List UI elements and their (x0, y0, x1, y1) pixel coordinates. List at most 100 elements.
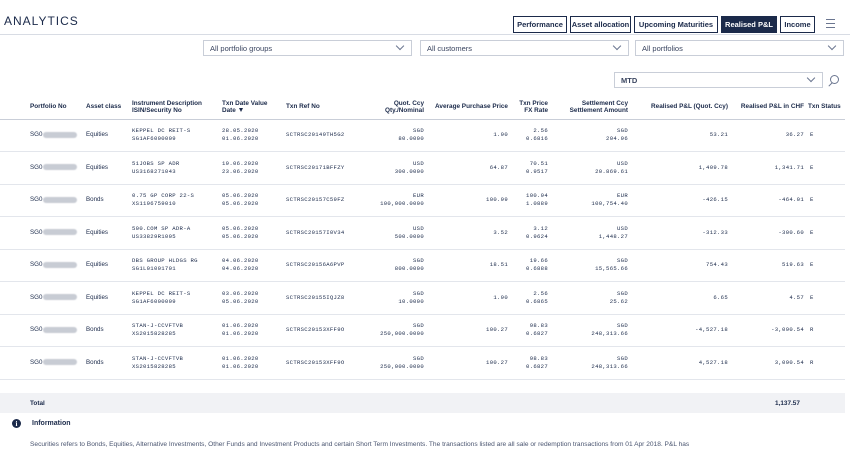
asset-class-cell: Equities (84, 249, 130, 282)
fx-rate: 0.6827 (526, 362, 548, 370)
col-instrument[interactable]: Instrument Description ISIN/Security No (130, 95, 220, 120)
sort-desc-icon[interactable] (238, 108, 243, 113)
analytics-tabs: Performance Asset allocation Upcoming Ma… (513, 16, 815, 33)
col-txn-status[interactable]: Txn Status (806, 95, 845, 120)
pl-chf-cell: 3,090.54 (730, 346, 806, 380)
txn-price: 98.83 (529, 354, 548, 362)
txn-price: 2.56 (533, 127, 548, 135)
portfolios-select[interactable]: All portfolios (635, 40, 844, 56)
settlement-ccy: USD (617, 159, 628, 167)
portfolio-no-cell: SG0 (0, 119, 84, 152)
txn-date: 05.06.2020 (222, 192, 259, 200)
col-settlement[interactable]: Settlement Ccy Settlement Amount (550, 95, 630, 120)
value-date: 05.06.2020 (222, 232, 259, 240)
portfolio-groups-select[interactable]: All portfolio groups (203, 40, 412, 56)
col-portfolio-no[interactable]: Portfolio No (0, 95, 84, 120)
settlement-ccy: SGD (617, 127, 628, 135)
table-row[interactable]: SG0 Bonds STAN-J-CCVFTVB XS2015828285 01.06.… (0, 346, 845, 380)
table-row[interactable]: SG0 Equities 500.COM SP ADR-A US33829R1005 0… (0, 216, 845, 250)
pl-chf-cell: 4.57 (730, 281, 806, 315)
masked-portfolio (43, 294, 78, 301)
col-pl-chf[interactable]: Realised P&L in CHF (730, 95, 806, 120)
value-date: 01.06.2020 (222, 135, 259, 143)
portfolio-no: SG0 (30, 228, 43, 236)
table-row[interactable]: SG0 Equities KEPPEL DC REIT-S SG1AF6000009 2… (0, 119, 845, 152)
portfolio-no: SG0 (30, 131, 43, 139)
pl-quot-cell: -312.33 (630, 216, 730, 250)
hamburger-menu-icon[interactable] (826, 19, 835, 28)
instrument-cell: KEPPEL DC REIT-S SG1AF6000009 (130, 281, 220, 315)
quot-ccy-cell: SGD 10.0000 (368, 281, 426, 315)
value-date: 23.06.2020 (222, 167, 259, 175)
settlement-cell: SGD 204.96 (550, 119, 630, 152)
portfolio-groups-value: All portfolio groups (210, 43, 273, 53)
instrument-isin: SG1AF6000009 (132, 297, 176, 305)
txn-ref-cell: SCTRSC20153XFF9O (284, 346, 368, 380)
instrument-isin: US3168271043 (132, 167, 176, 175)
instrument-cell: STAN-J-CCVFTVB XS2015828285 (130, 314, 220, 347)
masked-portfolio (43, 196, 78, 203)
masked-portfolio (43, 131, 78, 138)
pl-quot-cell: 53.21 (630, 119, 730, 152)
tab-income[interactable]: Income (780, 16, 815, 33)
tab-performance[interactable]: Performance (513, 16, 567, 33)
table-row[interactable]: SG0 Equities KEPPEL DC REIT-S SG1AF6000009 0… (0, 281, 845, 315)
txn-date-cell: 28.05.2020 01.06.2020 (220, 119, 284, 152)
fx-rate: 0.6865 (526, 297, 548, 305)
txn-status-cell: E (806, 184, 845, 217)
txn-date: 03.06.2020 (222, 289, 259, 297)
pl-chf-cell: 1,341.71 (730, 151, 806, 185)
search-icon[interactable] (830, 75, 839, 84)
pl-chf-cell: -300.60 (730, 216, 806, 250)
txn-price: 100.94 (526, 192, 548, 200)
txn-date-cell: 05.06.2020 05.06.2020 (220, 216, 284, 250)
col-avg-price[interactable]: Average Purchase Price (426, 95, 510, 120)
txn-date: 28.05.2020 (222, 127, 259, 135)
quot-ccy-cell: USD 300.0000 (368, 151, 426, 185)
masked-portfolio (43, 164, 78, 171)
col-quot-ccy[interactable]: Quot. Ccy Qty./Nominal (368, 95, 426, 120)
portfolio-no: SG0 (30, 293, 43, 301)
settlement-cell: USD 1,448.27 (550, 216, 630, 250)
col-txn-price[interactable]: Txn Price FX Rate (510, 95, 550, 120)
table-row[interactable]: SG0 Equities 51JOBS SP ADR US3168271043 19.0… (0, 151, 845, 185)
txn-status-cell: R (806, 346, 845, 380)
settlement-amount: 20.869.61 (595, 167, 628, 175)
portfolio-no: SG0 (30, 163, 43, 171)
col-txn-ref[interactable]: Txn Ref No (284, 95, 368, 120)
col-asset-class[interactable]: Asset class (84, 95, 130, 120)
fx-rate: 0.9624 (526, 232, 548, 240)
value-date: 01.06.2020 (222, 362, 259, 370)
txn-status-cell: E (806, 216, 845, 250)
table-row[interactable]: SG0 Equities DBS GROUP HLDGS RG SG1L0100170… (0, 249, 845, 282)
settlement-amount: 100,754.40 (591, 200, 628, 208)
txn-ref-cell: SCTRSC20153XFF9O (284, 314, 368, 347)
instrument-isin: US33829R1005 (132, 232, 176, 240)
customers-select[interactable]: All customers (420, 40, 629, 56)
masked-portfolio (43, 261, 78, 268)
txn-price-cell: 19.66 0.6888 (510, 249, 550, 282)
pl-quot-cell: -426.15 (630, 184, 730, 217)
tab-realised-pl[interactable]: Realised P&L (721, 16, 777, 33)
col-pl-quot[interactable]: Realised P&L (Quot. Ccy) (630, 95, 730, 120)
portfolio-no-cell: SG0 (0, 184, 84, 217)
txn-status-cell: E (806, 249, 845, 282)
table-row[interactable]: SG0 Bonds 0.75 GP CORP 22-S XS1196759010 05.… (0, 184, 845, 217)
table-row[interactable]: SG0 Bonds STAN-J-CCVFTVB XS2015828285 01.06.… (0, 314, 845, 347)
tab-asset-allocation[interactable]: Asset allocation (570, 16, 631, 33)
txn-price-cell: 70.51 0.9517 (510, 151, 550, 185)
quot-ccy-cell: EUR 100,000.0000 (368, 184, 426, 217)
col-txn-date[interactable]: Txn Date Value Date (220, 95, 284, 120)
tab-upcoming-maturities[interactable]: Upcoming Maturities (634, 16, 718, 33)
portfolio-no-cell: SG0 (0, 281, 84, 315)
portfolio-no-cell: SG0 (0, 314, 84, 347)
txn-price-cell: 100.94 1.0889 (510, 184, 550, 217)
asset-class-cell: Equities (84, 151, 130, 185)
period-select[interactable]: MTD (614, 72, 823, 88)
total-label: Total (30, 400, 45, 407)
pl-chf-cell: 519.63 (730, 249, 806, 282)
instrument-cell: 500.COM SP ADR-A US33829R1005 (130, 216, 220, 250)
txn-date-cell: 05.06.2020 05.06.2020 (220, 184, 284, 217)
txn-price: 19.66 (529, 257, 548, 265)
settlement-ccy: SGD (617, 257, 628, 265)
